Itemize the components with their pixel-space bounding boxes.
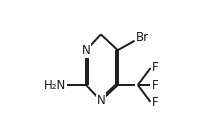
Text: N: N: [96, 94, 105, 107]
Text: F: F: [151, 79, 157, 92]
Text: H₂N: H₂N: [44, 79, 66, 92]
Text: Br: Br: [135, 31, 148, 44]
Text: F: F: [151, 61, 157, 74]
Text: N: N: [81, 44, 90, 57]
Text: F: F: [151, 96, 157, 109]
